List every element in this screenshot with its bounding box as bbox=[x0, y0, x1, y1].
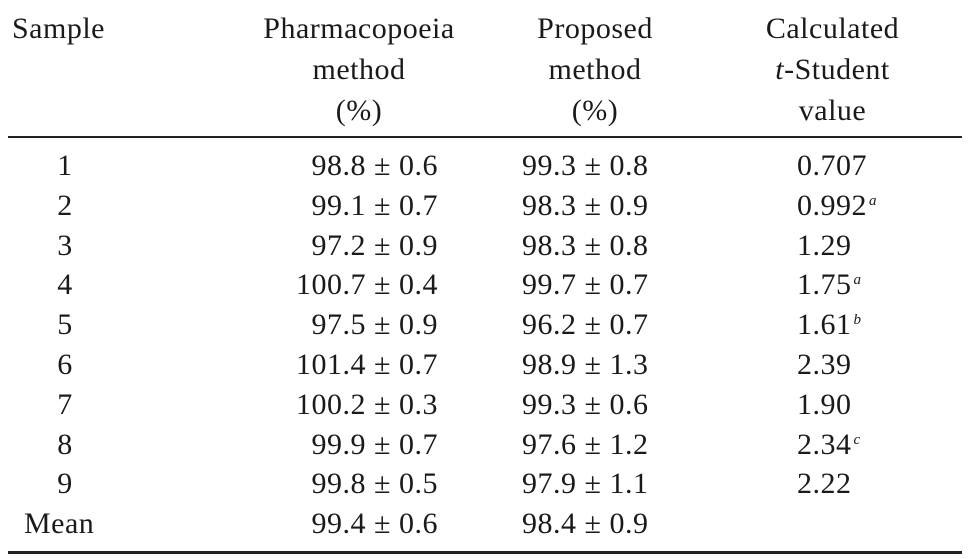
cell-t-value: 2.22 bbox=[797, 464, 937, 504]
cell-t-value: 1.90 bbox=[797, 385, 937, 425]
table-body: 1 98.8 ± 0.6 99.3 ± 0.8 0.707 2 99.1 ± 0.7 98.… bbox=[0, 146, 969, 544]
footnote-marker: a bbox=[853, 272, 862, 289]
cell-pharmacopoeia: 101.4 ± 0.7 bbox=[296, 347, 438, 381]
cell-pharmacopoeia: 99.4 ± 0.6 bbox=[311, 507, 438, 541]
cell-proposed: 99.3 ± 0.6 bbox=[522, 387, 649, 421]
t-value-text: 2.34 bbox=[797, 427, 852, 461]
header-proposed-line1: Proposed bbox=[537, 12, 653, 45]
t-value-text: 1.90 bbox=[797, 387, 852, 421]
cell-t-value: 1.75 a bbox=[797, 265, 937, 305]
table-row: 8 99.9 ± 0.7 97.6 ± 1.2 2.34 c bbox=[0, 425, 969, 465]
cell-proposed: 98.3 ± 0.8 bbox=[522, 228, 649, 262]
header-proposed-line2: method bbox=[548, 53, 642, 86]
cell-pharmacopoeia: 97.5 ± 0.9 bbox=[311, 308, 438, 342]
cell-proposed: 97.9 ± 1.1 bbox=[522, 467, 649, 501]
cell-pharmacopoeia: 99.8 ± 0.5 bbox=[311, 467, 438, 501]
cell-sample: 2 bbox=[57, 188, 73, 222]
t-value-text: 1.61 bbox=[797, 308, 852, 342]
header-pharmacopoeia-line3: (%) bbox=[335, 94, 383, 127]
header-t-student: Calculated t-Student value bbox=[740, 8, 925, 131]
table-row: 1 98.8 ± 0.6 99.3 ± 0.8 0.707 bbox=[0, 146, 969, 186]
cell-t-value: 1.29 bbox=[797, 226, 937, 266]
mean-row: Mean 99.4 ± 0.6 98.4 ± 0.9 bbox=[0, 504, 969, 544]
table-row: 9 99.8 ± 0.5 97.9 ± 1.1 2.22 bbox=[0, 464, 969, 504]
cell-proposed: 98.4 ± 0.9 bbox=[522, 507, 649, 541]
t-value-text: 2.39 bbox=[797, 347, 852, 381]
cell-t-value: 1.61 b bbox=[797, 305, 937, 345]
table-row: 4 100.7 ± 0.4 99.7 ± 0.7 1.75 a bbox=[0, 265, 969, 305]
cell-t-value: 0.707 bbox=[797, 146, 937, 186]
cell-proposed: 99.3 ± 0.8 bbox=[522, 149, 649, 182]
cell-sample: 4 bbox=[57, 268, 73, 302]
cell-sample: 5 bbox=[57, 308, 73, 342]
header-pharmacopoeia-line2: method bbox=[312, 53, 406, 86]
header-sample: Sample bbox=[12, 8, 105, 49]
cell-proposed: 96.2 ± 0.7 bbox=[522, 308, 649, 342]
header-rule bbox=[8, 136, 962, 138]
cell-t-value: 2.39 bbox=[797, 345, 937, 385]
t-value-text: 0.992 bbox=[797, 188, 867, 222]
cell-sample: 3 bbox=[57, 228, 73, 262]
table-row: 2 99.1 ± 0.7 98.3 ± 0.9 0.992 a bbox=[0, 186, 969, 226]
cell-pharmacopoeia: 100.2 ± 0.3 bbox=[296, 387, 438, 421]
header-sample-label: Sample bbox=[12, 12, 105, 45]
cell-t-value: 2.34 c bbox=[797, 425, 937, 465]
t-value-text: 1.29 bbox=[797, 228, 852, 262]
table-row: 6 101.4 ± 0.7 98.9 ± 1.3 2.39 bbox=[0, 345, 969, 385]
header-proposed-line3: (%) bbox=[571, 94, 619, 127]
header-t-student-line2: t-Student bbox=[740, 49, 925, 90]
bottom-rule bbox=[8, 551, 962, 554]
header-t-italic: t bbox=[775, 53, 785, 86]
cell-proposed: 98.3 ± 0.9 bbox=[522, 188, 649, 222]
cell-sample: 8 bbox=[57, 427, 73, 461]
t-value-text: 2.22 bbox=[797, 467, 852, 501]
header-pharmacopoeia-line1: Pharmacopoeia bbox=[263, 12, 455, 45]
cell-proposed: 99.7 ± 0.7 bbox=[522, 268, 649, 302]
cell-pharmacopoeia: 98.8 ± 0.6 bbox=[311, 149, 438, 182]
header-t-rest: -Student bbox=[784, 53, 890, 86]
cell-sample: 9 bbox=[57, 467, 73, 501]
table-row: 3 97.2 ± 0.9 98.3 ± 0.8 1.29 bbox=[0, 226, 969, 266]
table-row: 5 97.5 ± 0.9 96.2 ± 0.7 1.61 b bbox=[0, 305, 969, 345]
cell-proposed: 98.9 ± 1.3 bbox=[522, 347, 649, 381]
cell-sample: 1 bbox=[57, 149, 73, 182]
t-value-text: 1.75 bbox=[797, 268, 852, 302]
cell-sample: 6 bbox=[57, 347, 73, 381]
header-proposed: Proposed method (%) bbox=[505, 8, 685, 131]
cell-pharmacopoeia: 97.2 ± 0.9 bbox=[311, 228, 438, 262]
header-pharmacopoeia: Pharmacopoeia method (%) bbox=[228, 8, 490, 131]
cell-pharmacopoeia: 99.9 ± 0.7 bbox=[311, 427, 438, 461]
cell-pharmacopoeia: 99.1 ± 0.7 bbox=[311, 188, 438, 222]
cell-pharmacopoeia: 100.7 ± 0.4 bbox=[296, 268, 438, 302]
table-row: 7 100.2 ± 0.3 99.3 ± 0.6 1.90 bbox=[0, 385, 969, 425]
footnote-marker: b bbox=[853, 312, 862, 329]
header-t-student-line1: Calculated bbox=[765, 12, 900, 45]
footnote-marker: c bbox=[853, 431, 861, 448]
t-value-text: 0.707 bbox=[797, 149, 867, 182]
footnote-marker: a bbox=[869, 192, 877, 209]
cell-sample: Mean bbox=[24, 507, 95, 541]
cell-sample: 7 bbox=[57, 387, 73, 421]
header-t-student-line3: value bbox=[798, 94, 867, 127]
cell-proposed: 97.6 ± 1.2 bbox=[522, 427, 649, 461]
cell-t-value: 0.992 a bbox=[797, 186, 937, 226]
